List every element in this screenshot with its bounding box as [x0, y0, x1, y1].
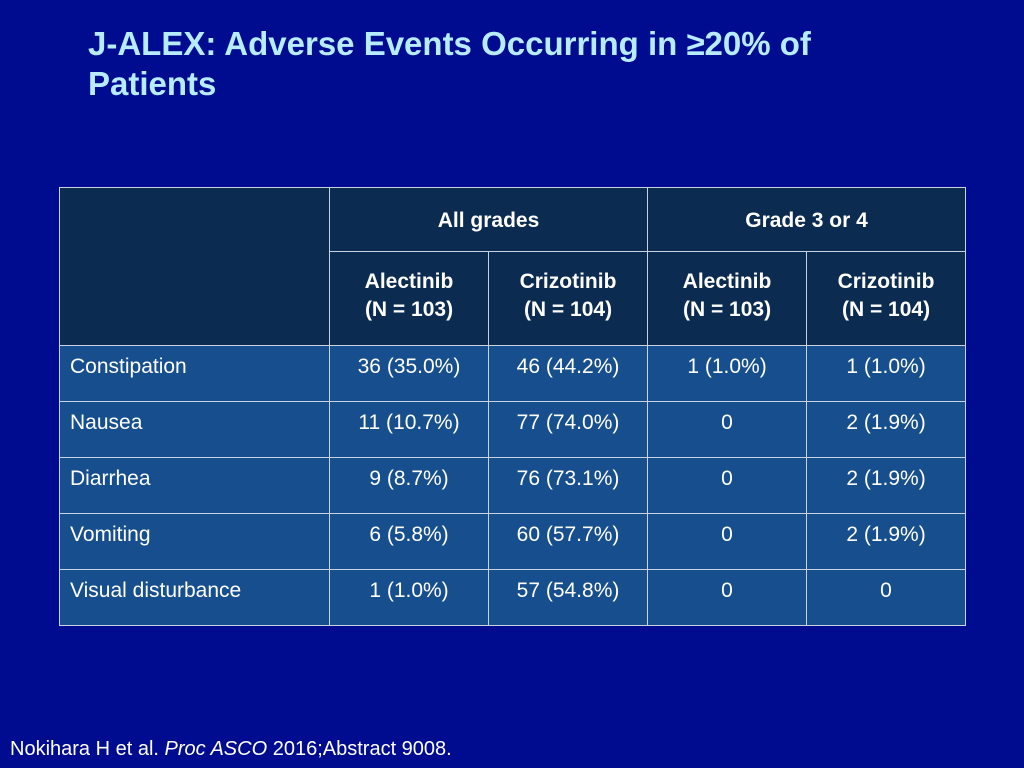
column-header-drug: Crizotinib	[837, 270, 935, 293]
value-cell: 0	[647, 569, 808, 626]
table-row: Vomiting 6 (5.8%) 60 (57.7%) 0 2 (1.9%)	[59, 513, 967, 570]
column-header-grade-3-4-alectinib: Alectinib (N = 103)	[647, 251, 808, 346]
column-header-n: (N = 104)	[523, 298, 613, 321]
value-cell: 60 (57.7%)	[487, 513, 649, 570]
slide-title: J-ALEX: Adverse Events Occurring in ≥20%…	[88, 25, 811, 102]
table-group-header-row: All grades Grade 3 or 4	[59, 187, 967, 346]
event-name-cell: Nausea	[59, 401, 330, 458]
column-header-n: (N = 103)	[364, 298, 454, 321]
value-cell: 57 (54.8%)	[487, 569, 649, 626]
event-name-cell: Visual disturbance	[59, 569, 330, 626]
column-header-all-grades-alectinib: Alectinib (N = 103)	[329, 251, 489, 346]
group-header-all-grades: All grades	[328, 187, 649, 252]
value-cell: 9 (8.7%)	[329, 457, 489, 514]
column-header-drug: Alectinib	[364, 270, 454, 293]
column-header-n: (N = 104)	[841, 298, 931, 321]
value-cell: 0	[806, 569, 967, 626]
column-header-drug: Crizotinib	[519, 270, 617, 293]
table-row: Diarrhea 9 (8.7%) 76 (73.1%) 0 2 (1.9%)	[59, 457, 967, 514]
value-cell: 2 (1.9%)	[806, 457, 967, 514]
value-cell: 36 (35.0%)	[329, 345, 489, 402]
table-row: Visual disturbance 1 (1.0%) 57 (54.8%) 0…	[59, 569, 967, 626]
value-cell: 11 (10.7%)	[329, 401, 489, 458]
column-header-grade-3-4-crizotinib: Crizotinib (N = 104)	[806, 251, 967, 346]
value-cell: 2 (1.9%)	[806, 401, 967, 458]
table-row: Nausea 11 (10.7%) 77 (74.0%) 0 2 (1.9%)	[59, 401, 967, 458]
value-cell: 1 (1.0%)	[647, 345, 808, 402]
column-header-all-grades-crizotinib: Crizotinib (N = 104)	[487, 251, 649, 346]
citation-journal: Proc ASCO	[164, 738, 268, 760]
table-corner-cell	[59, 187, 330, 346]
value-cell: 77 (74.0%)	[487, 401, 649, 458]
column-header-drug: Alectinib	[682, 270, 772, 293]
citation-reference: 2016;Abstract 9008.	[272, 738, 452, 760]
value-cell: 0	[647, 401, 808, 458]
table-column-header-row: Alectinib (N = 103) Crizotinib (N = 104)…	[60, 251, 967, 346]
value-cell: 1 (1.0%)	[806, 345, 967, 402]
value-cell: 46 (44.2%)	[487, 345, 649, 402]
value-cell: 6 (5.8%)	[329, 513, 489, 570]
group-header-grade-3-or-4: Grade 3 or 4	[647, 187, 967, 252]
value-cell: 2 (1.9%)	[806, 513, 967, 570]
value-cell: 0	[647, 513, 808, 570]
citation-authors: Nokihara H et al.	[10, 738, 159, 760]
value-cell: 76 (73.1%)	[487, 457, 649, 514]
adverse-events-table: All grades Grade 3 or 4 Alectinib (N = 1…	[59, 187, 967, 626]
citation: Nokihara H et al. Proc ASCO 2016;Abstrac…	[10, 736, 452, 762]
table-row: Constipation 36 (35.0%) 46 (44.2%) 1 (1.…	[59, 345, 967, 402]
column-header-n: (N = 103)	[682, 298, 772, 321]
event-name-cell: Diarrhea	[59, 457, 330, 514]
value-cell: 0	[647, 457, 808, 514]
value-cell: 1 (1.0%)	[329, 569, 489, 626]
event-name-cell: Constipation	[59, 345, 330, 402]
event-name-cell: Vomiting	[59, 513, 330, 570]
